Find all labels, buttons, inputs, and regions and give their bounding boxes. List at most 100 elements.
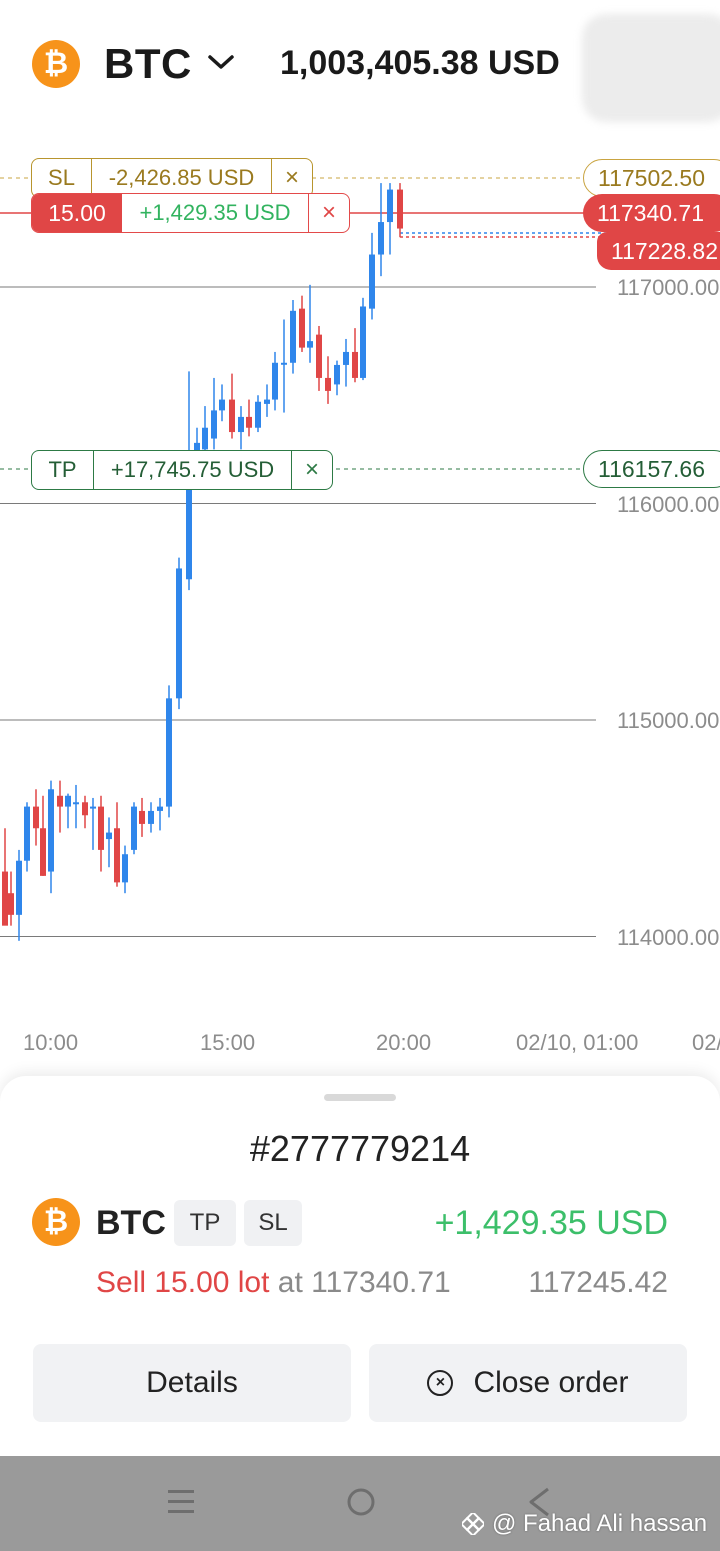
- candle-body: [202, 427, 208, 450]
- candle-body: [299, 308, 305, 348]
- candle-body: [8, 893, 14, 915]
- order-profit: +1,429.35 USD: [434, 1204, 668, 1242]
- candle-body: [255, 401, 261, 428]
- x-tick-label: 02/: [692, 1030, 720, 1055]
- sl-tag: SL: [32, 159, 92, 197]
- account-balance: 1,003,405.38 USD: [280, 44, 560, 82]
- watermark-text: @ Fahad Ali hassan: [492, 1510, 708, 1537]
- system-nav-bar: [0, 1456, 720, 1551]
- candle-body: [272, 362, 278, 400]
- candle-body: [139, 810, 145, 824]
- current-price: 117245.42: [528, 1266, 668, 1299]
- candle-body: [98, 806, 104, 850]
- candle-body: [264, 399, 270, 404]
- y-tick-label: 114000.00: [617, 925, 720, 950]
- take-profit-line-label[interactable]: TP +17,745.75 USD ×: [31, 450, 333, 490]
- details-button[interactable]: Details: [33, 1344, 351, 1422]
- stop-loss-line-label[interactable]: SL -2,426.85 USD ×: [31, 158, 313, 198]
- y-tick-label: 115000.00: [617, 708, 720, 733]
- back-icon[interactable]: [526, 1486, 552, 1518]
- tp-close-icon[interactable]: ×: [304, 456, 319, 483]
- tp-tag: TP: [32, 451, 94, 489]
- candle-body: [16, 860, 22, 915]
- sl-chip[interactable]: SL: [244, 1200, 302, 1246]
- x-tick-label: 10:00: [23, 1030, 79, 1055]
- candle-body: [65, 795, 71, 807]
- sl-price-label: 117502.50: [583, 159, 720, 197]
- y-tick-label: 116000.00: [617, 492, 720, 517]
- candle-body: [219, 399, 225, 411]
- watermark: @ Fahad Ali hassan: [462, 1510, 707, 1538]
- candle-body: [157, 806, 163, 811]
- position-line-label[interactable]: 15.00 +1,429.35 USD ×: [31, 193, 350, 233]
- header: ₿ BTC 1,003,405.38 USD: [0, 0, 720, 130]
- candle-body: [397, 189, 403, 229]
- candle-body: [229, 399, 235, 433]
- candle-body: [40, 828, 46, 876]
- candle-body: [2, 871, 8, 926]
- price-chart[interactable]: SL -2,426.85 USD × 15.00 +1,429.35 USD ×…: [0, 130, 720, 1070]
- position-profit: +1,429.35 USD: [122, 194, 309, 232]
- tp-chip[interactable]: TP: [174, 1200, 236, 1246]
- position-close-icon[interactable]: ×: [321, 199, 336, 226]
- candle-body: [148, 810, 154, 824]
- candle-body: [122, 854, 128, 883]
- candle-body: [166, 698, 172, 807]
- candle-body: [334, 364, 340, 385]
- sl-close-icon[interactable]: ×: [284, 164, 299, 191]
- chevron-down-icon[interactable]: [206, 50, 236, 74]
- binance-logo-icon: [462, 1513, 484, 1535]
- candle-body: [131, 806, 137, 850]
- blurred-region: [582, 14, 720, 122]
- candle-body: [369, 254, 375, 309]
- menu-icon[interactable]: [166, 1486, 196, 1518]
- entry-price-label: 117340.71: [583, 194, 720, 232]
- candle-body: [238, 416, 244, 433]
- home-icon[interactable]: [345, 1486, 377, 1518]
- candle-body: [352, 351, 358, 378]
- candle-body: [57, 795, 63, 807]
- close-order-button[interactable]: × Close order: [369, 1344, 687, 1422]
- candle-body: [24, 806, 30, 861]
- candlestick-plot[interactable]: [0, 130, 720, 1070]
- y-tick-label: 117000.00: [617, 275, 720, 300]
- symbol-selector[interactable]: BTC: [104, 40, 192, 87]
- candle-body: [73, 802, 79, 805]
- candle-body: [186, 460, 192, 580]
- tp-price-label: 116157.66: [583, 450, 720, 488]
- order-sheet: #2777779214 ₿ BTC TP SL +1,429.35 USD Se…: [0, 1076, 720, 1456]
- candle-body: [82, 802, 88, 816]
- candle-body: [114, 828, 120, 883]
- bid-price-label: 117228.82: [597, 232, 720, 270]
- position-lot: 15.00: [32, 194, 122, 232]
- candle-body: [176, 568, 182, 699]
- close-circle-icon: ×: [427, 1370, 454, 1396]
- candle-body: [316, 334, 322, 378]
- candle-body: [106, 832, 112, 840]
- order-description: Sell 15.00 lot at 117340.71: [96, 1266, 451, 1300]
- bitcoin-icon[interactable]: ₿: [32, 40, 80, 88]
- candle-body: [325, 377, 331, 391]
- candle-body: [48, 789, 54, 872]
- candle-body: [378, 222, 384, 255]
- close-order-label: Close order: [473, 1366, 629, 1399]
- x-tick-label: 20:00: [376, 1030, 432, 1055]
- tp-amount: +17,745.75 USD: [94, 451, 292, 489]
- order-side: Sell 15.00 lot: [96, 1266, 270, 1299]
- order-id: #2777779214: [249, 1128, 471, 1169]
- x-tick-label: 15:00: [200, 1030, 256, 1055]
- drag-handle[interactable]: [324, 1094, 396, 1101]
- order-symbol: BTC: [96, 1204, 166, 1242]
- sl-amount: -2,426.85 USD: [92, 159, 272, 197]
- bitcoin-icon: ₿: [32, 1198, 80, 1246]
- order-entry: at 117340.71: [269, 1266, 451, 1299]
- candle-body: [90, 806, 96, 809]
- candle-body: [33, 806, 39, 829]
- candle-body: [343, 351, 349, 365]
- candle-body: [246, 416, 252, 428]
- candle-body: [290, 310, 296, 363]
- x-tick-label: 02/10, 01:00: [516, 1030, 639, 1055]
- candle-body: [307, 341, 313, 348]
- candle-body: [281, 362, 287, 365]
